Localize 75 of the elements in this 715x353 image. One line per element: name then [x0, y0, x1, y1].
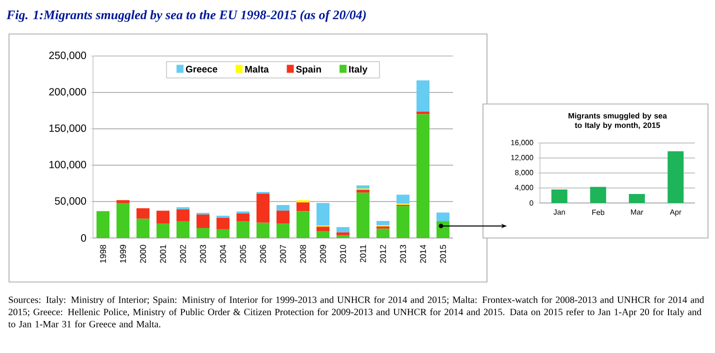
bar: [416, 112, 430, 114]
bar: [436, 221, 450, 238]
x-tick-label: 2012: [380, 244, 386, 263]
bar: [276, 224, 290, 238]
x-tick-label: 2011: [360, 244, 366, 262]
bar: [416, 80, 430, 112]
bar: [336, 232, 350, 236]
x-tick-label: 2009: [320, 244, 326, 263]
bar: [176, 209, 190, 222]
x-tick-label: 2008: [300, 244, 306, 263]
bar: [416, 114, 430, 238]
bar: [356, 185, 370, 189]
bar: [551, 189, 568, 203]
bar: [236, 213, 250, 222]
bar: [336, 227, 350, 232]
bar: [356, 190, 370, 193]
bar: [296, 202, 310, 212]
x-tick-label: 2004: [220, 244, 226, 263]
y-tick-label: 0: [81, 234, 86, 242]
legend-label: Spain: [296, 66, 321, 74]
bar: [276, 210, 290, 224]
bar: [316, 231, 330, 238]
x-tick-label: 2003: [200, 244, 206, 263]
bar: [136, 208, 150, 219]
bar: [156, 224, 170, 238]
bar: [176, 221, 190, 238]
bar: [116, 203, 130, 238]
bar: [196, 228, 210, 238]
bar: [668, 151, 684, 203]
bar: [590, 186, 606, 203]
bar: [96, 211, 110, 238]
bar: [216, 229, 230, 238]
x-tick-label: 2010: [340, 244, 346, 263]
legend-label: Malta: [245, 66, 269, 73]
y-tick-label: 150,000: [49, 124, 86, 134]
bar: [436, 212, 450, 222]
bar: [256, 222, 270, 238]
x-tick-label: 2013: [400, 244, 406, 263]
bar: [316, 202, 330, 226]
x-tick-label: 2015: [440, 244, 446, 263]
y-tick-label: 250,000: [49, 52, 86, 60]
bar: [136, 218, 150, 238]
x-tick-label: 2001: [160, 244, 166, 263]
x-tick-label: 2007: [280, 244, 286, 263]
bar: [216, 218, 230, 230]
bar: [628, 194, 645, 203]
bar: [356, 192, 370, 238]
source-note: Sources: Italy: Ministry of Interior; Spain: Ministry of Interior for 1999-2013 and UNHCR for 2014 and 2015; Malta: Frontex-watch for 2008-2013 and UNHCR for 2014 and 2015; Greece: Hellenic Police, Ministry of Public Order & Citizen Protection for 2009-2013 and UNHCR for 2014 and 2015. Data on 2015 refer to Jan 1-Apr 20 for Italy and to Jan 1-Mar 31 for Greece and Malta.: [8, 296, 704, 328]
x-tick-label: 1999: [120, 244, 126, 263]
x-tick-label: 2006: [260, 244, 266, 263]
bar: [296, 211, 310, 238]
bar: [376, 228, 390, 238]
legend-label: Greece: [186, 66, 218, 72]
bar: [376, 220, 390, 226]
bar: [256, 194, 270, 223]
y-tick-label: 200,000: [49, 88, 86, 97]
x-tick-label: 2014: [420, 244, 426, 263]
bar: [196, 214, 210, 228]
y-tick-label: 100,000: [49, 160, 86, 170]
bar: [396, 194, 410, 204]
bar: [236, 221, 250, 238]
bar: [336, 235, 350, 238]
x-tick-label: 2005: [240, 244, 246, 263]
bar: [156, 210, 170, 224]
bar: [316, 226, 330, 232]
x-tick-label: 2000: [140, 244, 146, 263]
x-tick-label: 2002: [180, 244, 186, 263]
bar: [396, 206, 410, 238]
y-tick-label: 50,000: [54, 197, 86, 206]
x-tick-label: 1998: [100, 244, 106, 263]
bar: [276, 205, 290, 211]
chart-title: Fig. 1:Migrants smuggled by sea to the EU 1998-2015 (as of 20/04): [6, 10, 366, 22]
bar: [376, 226, 390, 229]
legend-label: Italy: [349, 66, 368, 74]
bar: [116, 200, 130, 204]
